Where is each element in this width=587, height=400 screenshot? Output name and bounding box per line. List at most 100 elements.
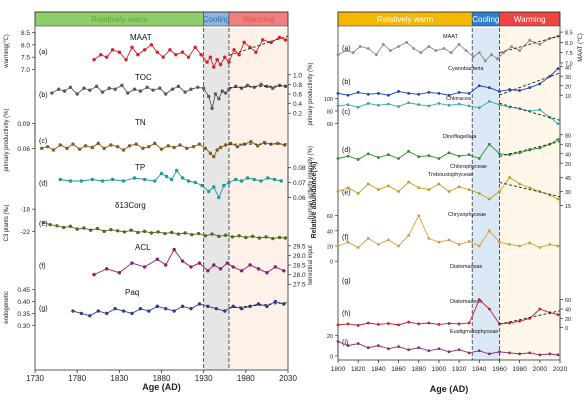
data-point (407, 101, 411, 105)
data-point (283, 38, 288, 42)
data-point (417, 322, 421, 326)
x-tick-label: 1980 (512, 366, 527, 373)
data-point (99, 53, 103, 57)
data-point (176, 232, 181, 236)
period-header-label: Relatively warm (91, 15, 148, 24)
data-point (273, 299, 278, 304)
panel-label: (a) (342, 46, 351, 53)
data-point (124, 57, 128, 62)
data-point (487, 197, 491, 201)
data-point (257, 236, 262, 240)
data-point (528, 351, 532, 355)
data-point (159, 147, 164, 151)
data-point (172, 145, 176, 150)
data-point (113, 87, 117, 91)
data-point (261, 38, 265, 42)
data-point (109, 227, 113, 232)
data-point (417, 155, 421, 159)
series-name: TOC (135, 73, 152, 82)
data-point (437, 323, 441, 326)
data-point (272, 177, 277, 182)
data-point (264, 235, 268, 239)
data-point (104, 267, 109, 271)
data-point (397, 45, 400, 48)
data-point (556, 353, 560, 357)
data-point (447, 151, 451, 155)
data-point (169, 177, 174, 182)
data-point (556, 244, 560, 248)
data-point (155, 304, 159, 309)
data-point (387, 102, 390, 106)
x-tick-label: 1780 (68, 374, 86, 383)
data-point (528, 186, 532, 190)
data-point (356, 158, 360, 161)
data-point (102, 229, 106, 234)
data-point (259, 179, 263, 183)
data-point (203, 234, 208, 238)
x-tick-label: 1830 (110, 374, 128, 383)
data-point (115, 144, 120, 149)
data-point (336, 190, 340, 193)
y-tick-label: 0.06 (17, 146, 30, 153)
data-point (222, 183, 226, 188)
data-point (387, 238, 390, 242)
data-point (282, 269, 286, 273)
trend-line (228, 35, 289, 56)
data-point (115, 229, 120, 233)
data-point (498, 152, 501, 156)
data-point (113, 306, 117, 311)
panel-label: (a) (39, 49, 48, 56)
data-point (203, 146, 208, 151)
data-point (376, 344, 380, 348)
data-point (155, 257, 159, 261)
data-point (207, 94, 211, 99)
data-point (356, 246, 360, 249)
data-point (132, 176, 137, 180)
y-tick-label: 28.5 (293, 263, 306, 270)
data-point (92, 57, 96, 62)
data-point (48, 222, 52, 227)
data-point (168, 48, 172, 52)
series-name: Diatomaceae (450, 299, 482, 305)
data-point (417, 103, 421, 107)
data-point (356, 91, 360, 94)
trend-line (499, 181, 561, 198)
data-point (45, 144, 50, 149)
data-point (366, 321, 370, 325)
data-point (117, 50, 122, 54)
data-point (508, 243, 511, 246)
data-point (186, 55, 191, 59)
data-point (437, 240, 441, 244)
data-point (447, 350, 451, 354)
data-point (498, 90, 501, 93)
data-point (176, 84, 181, 89)
data-point (417, 214, 421, 218)
data-point (477, 349, 481, 353)
data-point (387, 153, 390, 157)
data-point (159, 171, 164, 176)
data-point (142, 48, 147, 52)
series-3: (d) TP 0.06 0.07 0.08 human activity intensit… (39, 146, 314, 219)
data-point (427, 45, 431, 48)
data-point (79, 311, 84, 316)
data-point (235, 144, 240, 149)
data-point (65, 146, 69, 151)
data-point (518, 182, 522, 186)
data-point (164, 263, 168, 267)
data-point (225, 261, 229, 265)
period-background (499, 28, 560, 360)
data-point (71, 309, 75, 313)
data-point (68, 224, 73, 229)
data-point (449, 51, 453, 55)
data-point (121, 179, 126, 183)
data-point (147, 144, 151, 149)
trend-line (499, 35, 561, 54)
data-point (250, 234, 255, 239)
data-point (518, 49, 522, 52)
data-point (417, 186, 421, 190)
data-point (397, 244, 400, 248)
period-header-label: Relatively warm (377, 15, 434, 24)
data-point (457, 185, 461, 189)
series-2: (c) TN 0.06 0.09 primary productivity (%) (4, 108, 289, 172)
